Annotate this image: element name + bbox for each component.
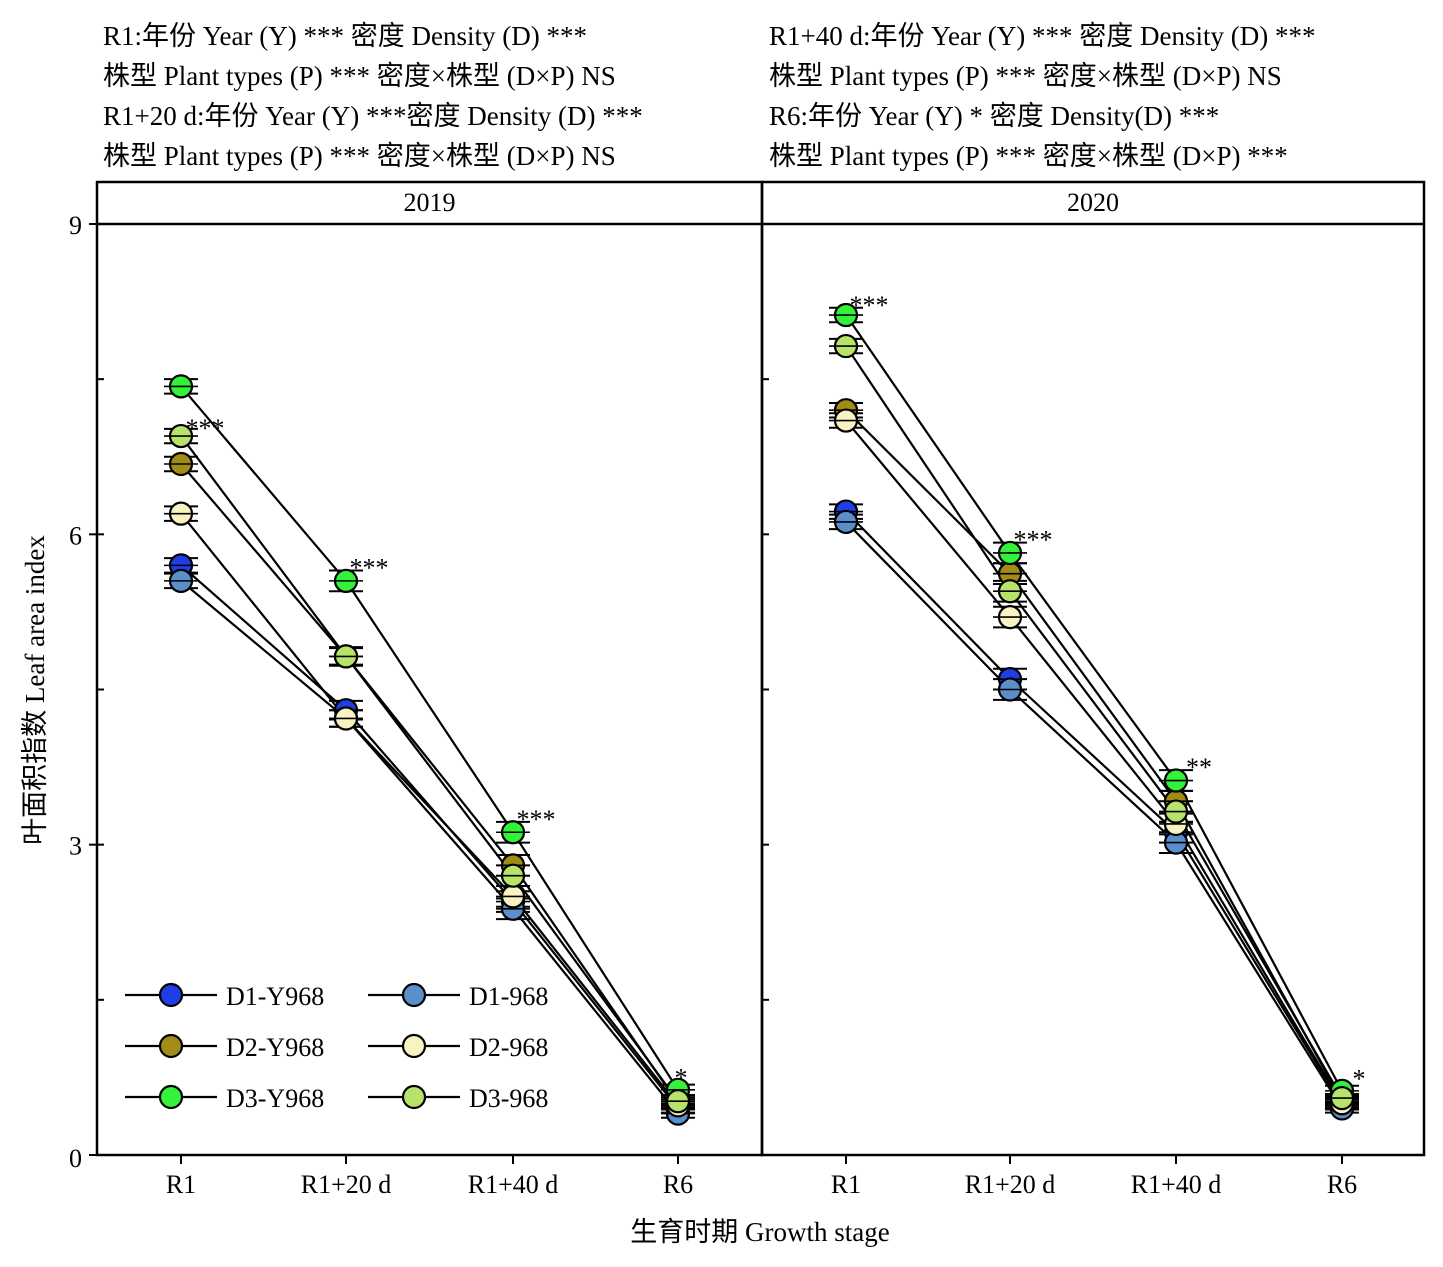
header-left-line-1: R1:年份 Year (Y) *** 密度 Density (D) ***: [103, 21, 587, 51]
legend-label: D1-968: [469, 982, 548, 1011]
legend-marker: [401, 1084, 427, 1110]
significance-label: ***: [186, 414, 225, 443]
legend-label: D1-Y968: [226, 982, 324, 1011]
y-tick-label: 9: [69, 211, 82, 240]
series-line-D2-Y968-2019: [180, 463, 679, 1104]
x-tick-label: R1+40 d: [468, 1170, 559, 1199]
header-right-line-2: 株型 Plant types (P) *** 密度×株型 (D×P) NS: [769, 61, 1282, 91]
legend-label: D2-968: [469, 1033, 548, 1062]
significance-label: ***: [517, 805, 556, 834]
series-line-D3-Y968-2019: [180, 385, 679, 1091]
y-tick-label: 3: [69, 832, 82, 861]
legend-marker: [158, 1033, 184, 1059]
legend-marker: [158, 1084, 184, 1110]
y-tick-label: 0: [69, 1144, 82, 1173]
legend-marker: [158, 982, 184, 1008]
data-points: [164, 302, 1359, 1126]
series-line-D1-968-2020: [845, 521, 1343, 1110]
x-tick-label: R1+20 d: [965, 1170, 1056, 1199]
series-line-D1-968-2019: [180, 580, 679, 1115]
series-line-D1-Y968-2020: [845, 510, 1343, 1106]
y-axis-label: 叶面积指数 Leaf area index: [20, 535, 50, 845]
significance-label: *: [1353, 1065, 1366, 1094]
legend-marker: [401, 982, 427, 1008]
x-tick-label: R6: [1327, 1170, 1357, 1199]
y-tick-label: 6: [69, 521, 82, 550]
x-tick-label: R1: [166, 1170, 196, 1199]
series-line-D2-968-2019: [180, 512, 679, 1107]
panel-title-2020: 2020: [1067, 188, 1119, 217]
significance-label: ***: [850, 291, 889, 320]
header-left-line-3: R1+20 d:年份 Year (Y) ***密度 Density (D) **…: [103, 101, 643, 131]
legend-label: D2-Y968: [226, 1033, 324, 1062]
series-line-D2-Y968-2020: [845, 409, 1343, 1102]
header-right-line-3: R6:年份 Year (Y) * 密度 Density(D) ***: [769, 101, 1220, 131]
series-line-D3-968-2020: [845, 345, 1343, 1099]
header-left-line-4: 株型 Plant types (P) *** 密度×株型 (D×P) NS: [103, 141, 616, 171]
significance-label: ***: [1014, 526, 1053, 555]
legend: D1-Y968 D1-968 D2-Y968 D2-968 D3-Y968 D3-968: [125, 982, 548, 1113]
x-tick-label: R6: [663, 1170, 693, 1199]
series-lines: [180, 314, 1343, 1115]
panel-title-2019: 2019: [404, 188, 456, 217]
series-line-D1-Y968-2019: [180, 564, 679, 1110]
legend-label: D3-Y968: [226, 1084, 324, 1113]
legend-marker: [401, 1033, 427, 1059]
significance-label: **: [1186, 753, 1212, 782]
header-left-line-2: 株型 Plant types (P) *** 密度×株型 (D×P) NS: [103, 61, 616, 91]
significance-label: *: [675, 1064, 688, 1093]
header-right-line-1: R1+40 d:年份 Year (Y) *** 密度 Density (D) *…: [769, 21, 1316, 51]
chart-frame: [89, 180, 1426, 1164]
x-tick-label: R1: [831, 1170, 861, 1199]
significance-label: ***: [350, 554, 389, 583]
x-tick-label: R1+20 d: [301, 1170, 392, 1199]
x-tick-label: R1+40 d: [1131, 1170, 1222, 1199]
chart-labels: 2019 R1 R1+20 d R1+40 d R6 2020 R1 R1+20 d R1+40…: [20, 188, 1366, 1247]
series-line-D3-968-2019: [180, 435, 679, 1102]
series-line-D3-Y968-2020: [845, 314, 1343, 1092]
header-right-line-4: 株型 Plant types (P) *** 密度×株型 (D×P) ***: [769, 141, 1288, 171]
panel-border-2019: [95, 180, 764, 1157]
legend-label: D3-968: [469, 1084, 548, 1113]
series-line-D2-968-2020: [845, 419, 1343, 1104]
panel-border-2020: [760, 180, 1426, 1157]
x-axis-label: 生育时期 Growth stage: [630, 1217, 889, 1247]
